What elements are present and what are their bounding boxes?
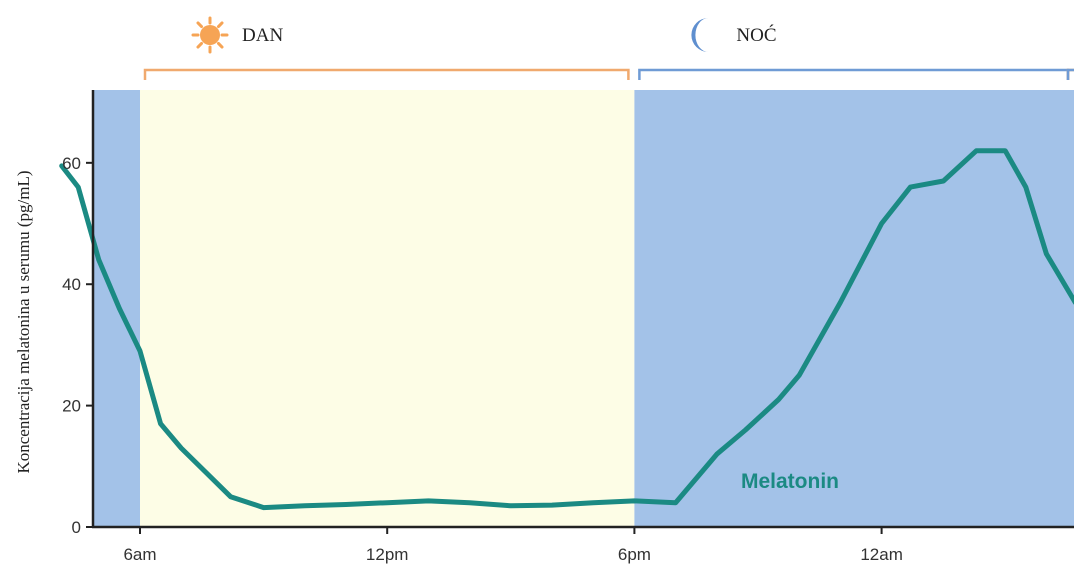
- period-label-night: NOĆ: [736, 24, 776, 46]
- y-tick-label: 40: [62, 275, 81, 294]
- sun-icon: [191, 16, 229, 54]
- x-tick-label: 12pm: [366, 545, 409, 564]
- y-tick-label: 60: [62, 154, 81, 173]
- x-tick-label: 12am: [860, 545, 903, 564]
- x-tick-label: 6pm: [618, 545, 651, 564]
- period-backgrounds: [93, 90, 1074, 527]
- night-bracket: [638, 68, 1070, 80]
- period-label-day: DAN: [242, 25, 283, 46]
- day-bracket: [143, 68, 630, 80]
- series-line-melatonin: [59, 148, 1074, 511]
- x-tick-label: 6am: [123, 545, 156, 564]
- moon-icon: [691, 18, 709, 52]
- y-axis-title: Koncentracija melatonina u serumu (pg/mL…: [14, 170, 33, 473]
- background-night-band: [634, 90, 1074, 527]
- background-night-band: [93, 90, 140, 527]
- background-day-band: [140, 90, 635, 527]
- y-tick-label: 20: [62, 397, 81, 416]
- series-layer: [59, 148, 1074, 511]
- axes: 02040606am12pm6pm12am6am12pm6pm12am: [62, 90, 1074, 564]
- period-header: DANNOĆDANNOĆ: [143, 16, 1074, 80]
- night-bracket: [1066, 68, 1074, 80]
- y-tick-label: 0: [72, 518, 81, 537]
- series-label-melatonin: Melatonin: [741, 470, 839, 493]
